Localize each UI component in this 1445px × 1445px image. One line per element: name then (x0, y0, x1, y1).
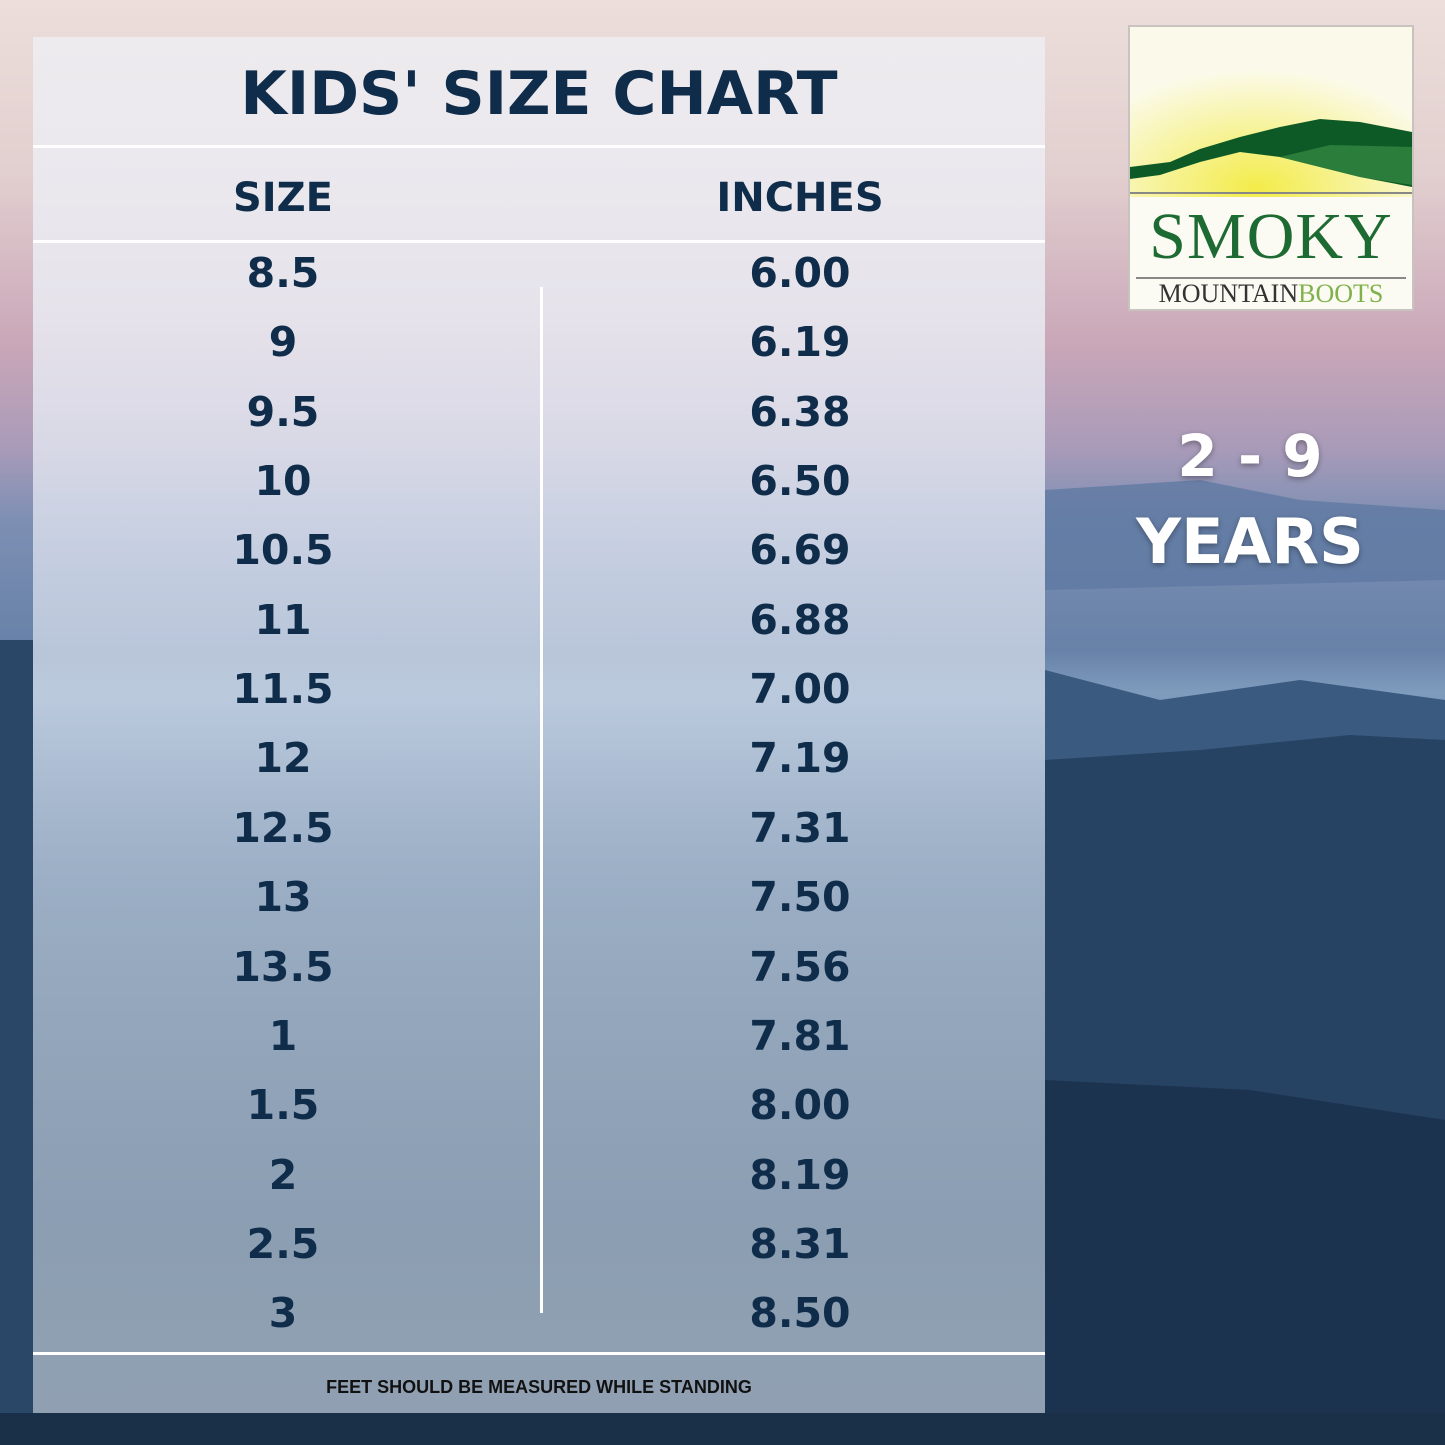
inches-cell: 7.00 (749, 665, 851, 714)
size-cell: 2 (268, 1150, 298, 1199)
logo-boots: BOOTS (1298, 279, 1384, 308)
mountain-sun-icon (1130, 27, 1412, 197)
inches-cell: 6.38 (749, 387, 851, 436)
chart-title: KIDS' SIZE CHART (240, 59, 838, 129)
size-cell: 3 (268, 1289, 298, 1338)
inches-cell: 6.00 (749, 249, 851, 297)
inches-column-header: INCHES (716, 175, 884, 221)
logo-smoky: SMOKY (1149, 200, 1393, 273)
inches-cell: 8.00 (749, 1081, 851, 1130)
size-cell: 12.5 (232, 803, 334, 852)
inches-cell: 7.81 (749, 1011, 851, 1060)
size-cell: 10 (254, 457, 312, 506)
age-unit: YEARS (1136, 505, 1364, 578)
size-cell: 13 (254, 873, 312, 922)
size-cell: 1 (268, 1011, 298, 1060)
size-cell: 9 (268, 318, 298, 367)
size-cell: 13.5 (232, 942, 334, 991)
divider (33, 240, 1045, 243)
logo-divider (1136, 277, 1406, 279)
inches-cell: 7.56 (749, 942, 851, 991)
age-range: 2 - 9 (1177, 422, 1323, 490)
size-cell: 10.5 (232, 526, 334, 575)
size-column-header: SIZE (232, 175, 334, 221)
column-divider (540, 287, 543, 1313)
inches-cell: 8.19 (749, 1150, 851, 1199)
footer-note: FEET SHOULD BE MEASURED WHILE STANDING (326, 1377, 752, 1397)
size-cell: 2.5 (246, 1219, 320, 1268)
size-cell: 9.5 (246, 387, 320, 436)
size-cell: 11 (254, 595, 312, 644)
size-chart-panel: KIDS' SIZE CHART SIZE INCHES 8.5 6.00 9 6.1… (33, 37, 1045, 1413)
smoky-mountain-boots-logo: SMOKY MOUNTAINBOOTS (1128, 25, 1414, 311)
logo-mountain: MOUNTAIN (1158, 279, 1299, 308)
inches-cell: 8.50 (749, 1289, 851, 1338)
size-cell: 11.5 (232, 665, 334, 714)
size-cell: 12 (254, 734, 312, 783)
divider (33, 145, 1045, 148)
inches-cell: 6.88 (749, 595, 851, 644)
inches-cell: 7.31 (749, 803, 851, 852)
size-cell: 8.5 (246, 249, 320, 297)
inches-cell: 7.19 (749, 734, 851, 783)
divider (33, 1352, 1045, 1355)
inches-cell: 6.50 (749, 457, 851, 506)
inches-cell: 7.50 (749, 873, 851, 922)
inches-cell: 6.19 (749, 318, 851, 367)
inches-cell: 8.31 (749, 1219, 851, 1268)
size-cell: 1.5 (246, 1081, 320, 1130)
inches-cell: 6.69 (749, 526, 851, 575)
